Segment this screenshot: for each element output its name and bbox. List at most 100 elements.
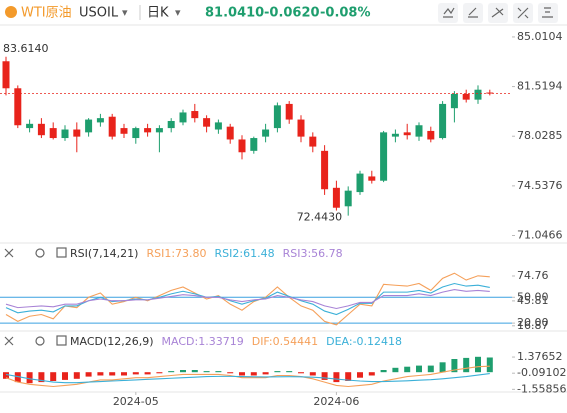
histogram-bar bbox=[121, 372, 127, 376]
legend-entry: MACD:1.33719 bbox=[162, 335, 244, 348]
histogram-bar bbox=[309, 372, 316, 376]
candle-body bbox=[108, 116, 116, 137]
toolbar bbox=[438, 3, 558, 23]
candle-body bbox=[73, 129, 81, 137]
dropdown[interactable]: ▾ bbox=[175, 6, 181, 19]
histogram-bar bbox=[274, 371, 281, 373]
histogram-bar bbox=[250, 372, 257, 376]
y-tick-label: 71.0466 bbox=[517, 228, 563, 241]
histogram-bar bbox=[416, 365, 422, 373]
series-line bbox=[5, 272, 490, 326]
candle-body bbox=[191, 111, 199, 119]
histogram-bar bbox=[392, 367, 399, 373]
histogram-bar bbox=[404, 366, 411, 373]
candle-body bbox=[238, 139, 246, 153]
histogram-bar bbox=[144, 372, 151, 375]
candle-body bbox=[132, 128, 140, 139]
y-tick-label: -0.09102 bbox=[517, 366, 566, 379]
candle-body bbox=[144, 128, 152, 133]
histogram-bar bbox=[109, 372, 116, 376]
code[interactable]: USOIL bbox=[79, 6, 119, 21]
candle-body bbox=[391, 133, 399, 137]
high-annotation: 83.6140 bbox=[3, 42, 49, 55]
settings-icon[interactable] bbox=[35, 248, 45, 258]
histogram-bar bbox=[380, 370, 387, 373]
candle-body bbox=[368, 176, 376, 181]
candle-body bbox=[450, 93, 458, 109]
legend-entry: DEA:-0.12418 bbox=[326, 335, 402, 348]
candle-body bbox=[2, 61, 10, 89]
candle-body bbox=[37, 123, 45, 136]
candle-body bbox=[203, 118, 211, 127]
candle-body bbox=[155, 128, 163, 133]
histogram-bar bbox=[227, 372, 234, 374]
legend-entry: RSI2:61.48 bbox=[215, 247, 275, 260]
histogram-bar bbox=[357, 372, 363, 378]
legend-entry: RSI1:73.80 bbox=[146, 247, 206, 260]
price: 81.0410 bbox=[205, 6, 264, 21]
histogram-bar bbox=[262, 372, 269, 375]
candle-body bbox=[309, 136, 317, 147]
histogram-bar bbox=[463, 357, 470, 373]
close-icon[interactable] bbox=[4, 336, 14, 346]
table-icon[interactable] bbox=[56, 247, 67, 258]
percent: -0.08% bbox=[320, 6, 371, 21]
tool-icon bbox=[517, 7, 529, 19]
y-tick-label: 74.76 bbox=[517, 269, 549, 282]
histogram-bar bbox=[298, 372, 304, 374]
y-tick-label: 78.0285 bbox=[517, 129, 563, 142]
histogram-bar bbox=[368, 372, 375, 376]
histogram-bar bbox=[26, 372, 33, 384]
y-tick-label: 85.0104 bbox=[517, 30, 563, 43]
tool-button[interactable] bbox=[463, 3, 483, 23]
y-tick-label: 45.81 bbox=[517, 294, 549, 307]
histogram-bar bbox=[345, 372, 352, 381]
histogram-bar bbox=[215, 371, 222, 373]
x-tick-label: 2024-06 bbox=[313, 395, 359, 408]
tool-button[interactable] bbox=[538, 3, 558, 23]
rsi-panel-icons bbox=[4, 247, 67, 346]
histogram-bar bbox=[168, 371, 175, 373]
histogram-bar bbox=[156, 372, 163, 374]
candle-body bbox=[321, 150, 329, 190]
candle-body bbox=[262, 129, 270, 137]
period[interactable]: 日K bbox=[147, 6, 169, 21]
candle-body bbox=[462, 93, 470, 100]
candle-body bbox=[85, 119, 93, 133]
candle-body bbox=[49, 128, 57, 139]
tool-icon bbox=[468, 7, 478, 18]
y-tick-label: -1.55856 bbox=[517, 382, 566, 395]
y-tick-label: 81.5194 bbox=[517, 80, 563, 93]
close-icon[interactable] bbox=[4, 248, 14, 258]
histogram-bar bbox=[486, 357, 493, 373]
tool-button[interactable] bbox=[438, 3, 458, 23]
histogram-bar bbox=[286, 371, 293, 373]
histogram-bar bbox=[38, 372, 45, 383]
table-icon[interactable] bbox=[56, 335, 67, 346]
histogram-bar bbox=[333, 372, 340, 383]
candle-body bbox=[415, 125, 423, 137]
symbol-logo bbox=[5, 6, 17, 18]
histogram-bar bbox=[239, 372, 245, 376]
x-tick-label: 2024-05 bbox=[113, 395, 159, 408]
candle-body bbox=[250, 138, 258, 151]
candle-body bbox=[285, 103, 293, 120]
histogram-bar bbox=[97, 372, 104, 376]
histogram-bar bbox=[85, 372, 92, 377]
dropdown[interactable]: ▾ bbox=[122, 6, 128, 19]
y-tick-label: 16.87 bbox=[517, 319, 549, 332]
histogram-bar bbox=[475, 356, 481, 373]
tool-icon bbox=[491, 7, 504, 18]
histogram-bar bbox=[73, 372, 80, 379]
histogram-bar bbox=[451, 359, 458, 373]
y-tick-label: 1.37652 bbox=[517, 350, 563, 363]
histogram-bar bbox=[132, 372, 139, 375]
y-tick-label: 74.5376 bbox=[517, 179, 563, 192]
settings-icon[interactable] bbox=[35, 336, 45, 346]
histogram-bar bbox=[191, 370, 198, 373]
series-line bbox=[5, 373, 490, 384]
panel-title: RSI(7,14,21) bbox=[70, 247, 138, 260]
symbol[interactable]: WTI原油 bbox=[21, 6, 72, 21]
candle-body bbox=[26, 123, 34, 129]
